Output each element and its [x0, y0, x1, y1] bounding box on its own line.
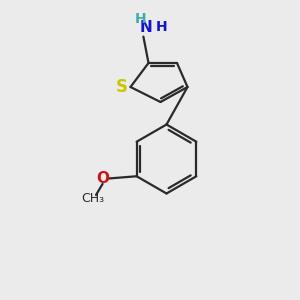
- Text: N: N: [140, 20, 153, 34]
- Text: CH₃: CH₃: [81, 192, 105, 205]
- Text: S: S: [116, 78, 128, 96]
- Text: O: O: [96, 171, 109, 186]
- Text: H: H: [156, 20, 167, 34]
- Text: H: H: [135, 12, 146, 26]
